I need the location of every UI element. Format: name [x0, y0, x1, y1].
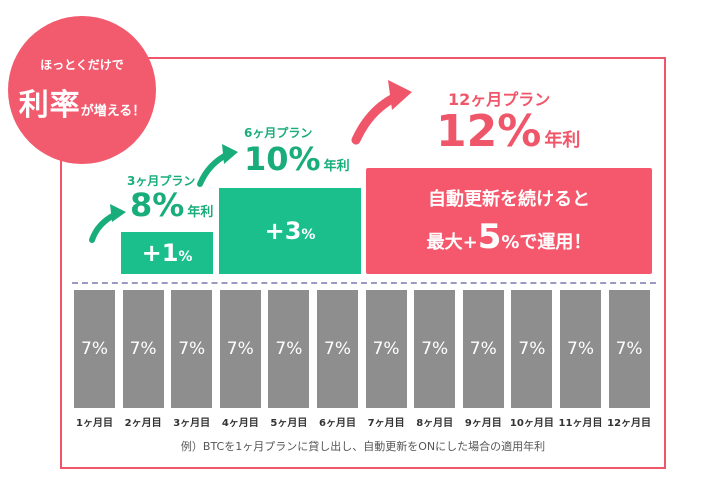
month-label: 10ヶ月目	[509, 418, 554, 429]
month-label: 12ヶ月目	[607, 418, 652, 429]
plan-6-title: 6ヶ月プラン	[244, 126, 313, 140]
month-label: 2ヶ月目	[124, 418, 162, 429]
promo-line1: 自動更新を続けると	[428, 189, 590, 210]
month-label: 5ヶ月目	[270, 418, 308, 429]
arrow-up-icon	[89, 204, 126, 243]
month-label: 7ヶ月目	[367, 418, 405, 429]
plan-12-rate-value: 12%	[436, 106, 542, 157]
plan-6-rate: 10% 年利	[244, 140, 350, 178]
month-rate-bar: 7%	[171, 290, 213, 408]
month-label: 6ヶ月目	[319, 418, 356, 429]
plan-6-boost-box: +3%	[219, 188, 361, 274]
month-rate-bar: 7%	[219, 290, 261, 408]
promo-box: 自動更新を続けると 最大+5%で運用！	[366, 168, 652, 274]
month-rate-bar: 7%	[317, 290, 358, 408]
plan-3-title: 3ヶ月プラン	[127, 174, 196, 188]
promo-badge: ほっとくだけで 利率が増える！	[8, 16, 156, 164]
month-label: 4ヶ月目	[221, 418, 259, 429]
badge-line2: 利率が増える！	[8, 80, 156, 124]
badge-line1: ほっとくだけで	[40, 58, 124, 72]
promo-max-number: 5	[477, 217, 502, 257]
promo-line2: 最大+5%で運用！	[426, 217, 592, 257]
footnote: 例）BTCを1ヶ月プランに貸し出し、自動更新をONにした場合の適用年利	[180, 440, 546, 453]
plan-12-title: 12ヶ月プラン	[448, 90, 551, 109]
arrow-up-icon	[197, 144, 238, 187]
month-label: 11ヶ月目	[558, 418, 603, 429]
plan-3-rate-value: 8%	[130, 186, 185, 224]
month-rate-bar: 7%	[365, 290, 407, 408]
divider-line	[72, 282, 656, 284]
plan-3-boost: +1%	[141, 239, 193, 267]
month-label: 8ヶ月目	[416, 418, 454, 429]
month-label: 3ヶ月目	[173, 418, 211, 429]
plan-6-boost: +3%	[264, 217, 316, 245]
plan-3-rate-unit: 年利	[187, 205, 214, 220]
month-rate-bar: 7%	[74, 290, 115, 408]
month-rate-bar: 7%	[511, 290, 553, 408]
plan-3-rate: 8% 年利	[130, 186, 213, 224]
plan-12-rate-unit: 年利	[544, 130, 581, 151]
plan-6-rate-value: 10%	[244, 140, 321, 178]
badge-small-text: が増える！	[80, 104, 146, 119]
month-rate-bar: 7%	[414, 290, 456, 408]
arrow-up-icon	[351, 80, 412, 145]
month-rate-bar: 7%	[122, 290, 164, 408]
month-rate-bar: 7%	[608, 290, 650, 408]
plan-12-rate: 12% 年利	[436, 106, 580, 157]
month-rate-bar: 7%	[462, 290, 504, 408]
month-label: 1ヶ月目	[76, 418, 113, 429]
badge-big-text: 利率	[18, 88, 81, 123]
month-rate-bar: 7%	[560, 290, 601, 408]
month-label: 9ヶ月目	[464, 418, 502, 429]
plan-6-rate-unit: 年利	[323, 159, 350, 174]
month-rate-bar: 7%	[268, 290, 310, 408]
plan-3-boost-box: +1%	[121, 232, 213, 274]
